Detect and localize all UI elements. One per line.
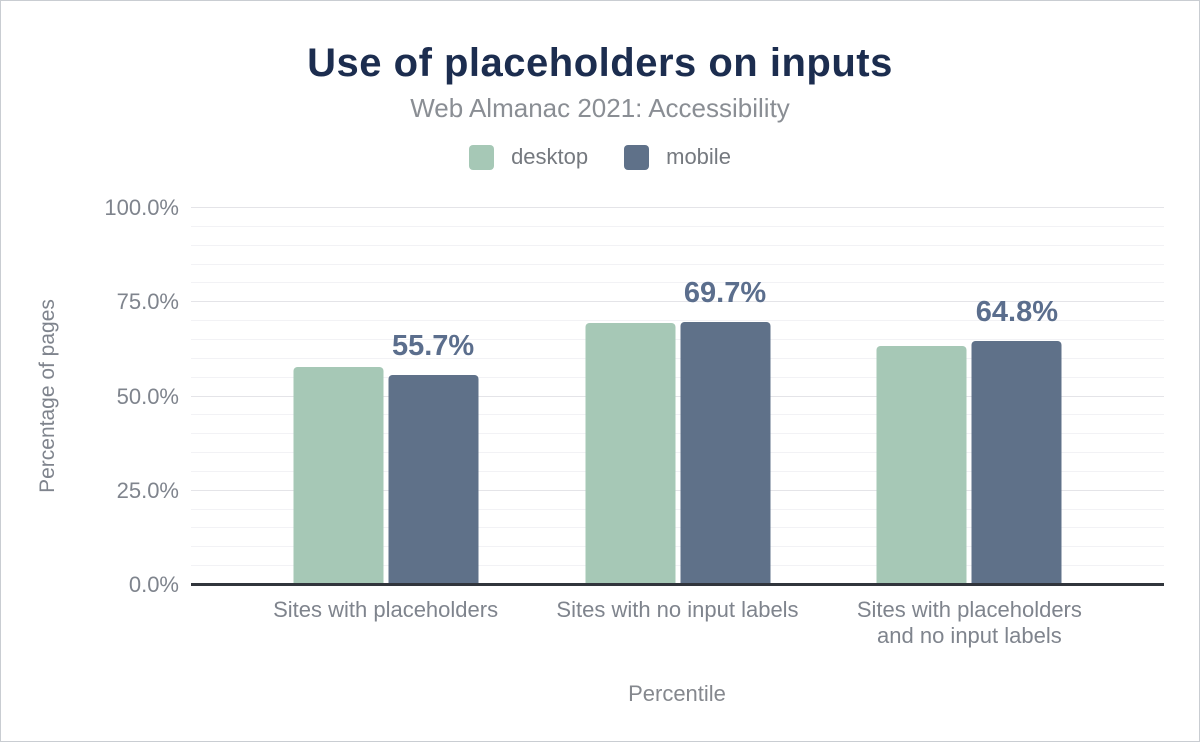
legend-label-desktop: desktop (511, 144, 589, 169)
bar-mobile-1[interactable] (388, 375, 479, 585)
legend-item-desktop: desktop (469, 144, 588, 170)
category-label-2: Sites with no input labels (556, 597, 799, 622)
minor-gridline (191, 320, 1164, 322)
y-tick-label: 0.0% (128, 572, 179, 597)
minor-gridline (191, 433, 1164, 435)
plot-area: 55.7% 69.7% 64.8% (191, 207, 1164, 586)
legend-label-mobile: mobile (666, 144, 731, 169)
data-label-1: 55.7% (391, 330, 475, 363)
category-label-1: Sites with placeholders (273, 597, 499, 622)
minor-gridline (191, 508, 1164, 510)
category-label-3: Sites with placeholders and no input lab… (856, 597, 1082, 648)
bar-group-2: 69.7% (585, 208, 770, 585)
x-axis-category-labels: Sites with placeholders Sites with no inp… (191, 597, 1164, 657)
minor-gridline (191, 338, 1164, 340)
chart-title: Use of placeholders on inputs (307, 41, 893, 85)
minor-gridline (191, 357, 1164, 359)
legend-item-mobile: mobile (624, 144, 731, 170)
minor-gridline (191, 565, 1164, 567)
minor-gridline (191, 376, 1164, 378)
legend: desktop mobile (1, 144, 1199, 170)
desktop-swatch-icon (469, 144, 495, 170)
y-tick-label: 25.0% (116, 477, 179, 503)
minor-gridline (191, 225, 1164, 227)
minor-gridline (191, 452, 1164, 454)
minor-gridline (191, 470, 1164, 472)
mobile-swatch-icon (624, 144, 650, 170)
minor-gridline (191, 527, 1164, 529)
chart-subtitle: Web Almanac 2021: Accessibility (410, 93, 790, 123)
bar-group-1: 55.7% (293, 208, 479, 585)
y-tick-label: 75.0% (116, 289, 179, 315)
bar-mobile-2[interactable] (680, 322, 770, 585)
y-tick-label: 100.0% (104, 195, 179, 220)
major-gridline (191, 395, 1164, 397)
bar-mobile-3[interactable] (971, 340, 1062, 585)
minor-gridline (191, 414, 1164, 416)
bar-group-3: 64.8% (876, 208, 1062, 585)
bar-desktop-3[interactable] (876, 345, 967, 585)
minor-gridline (191, 546, 1164, 548)
major-gridline (191, 489, 1164, 491)
data-label-3: 64.8% (975, 295, 1059, 328)
x-axis-line (191, 583, 1164, 586)
bar-desktop-1[interactable] (293, 366, 384, 585)
minor-gridline (191, 263, 1164, 265)
minor-gridline (191, 244, 1164, 246)
bar-desktop-2[interactable] (585, 323, 675, 585)
major-gridline (191, 207, 1164, 208)
y-tick-label: 50.0% (116, 383, 179, 409)
minor-gridline (191, 282, 1164, 284)
major-gridline (191, 301, 1164, 303)
data-label-2: 69.7% (683, 277, 767, 310)
y-axis-ticks: 0.0% 25.0% 50.0% 75.0% 100.0% (1, 195, 179, 597)
x-axis-title: Percentile (628, 681, 726, 706)
